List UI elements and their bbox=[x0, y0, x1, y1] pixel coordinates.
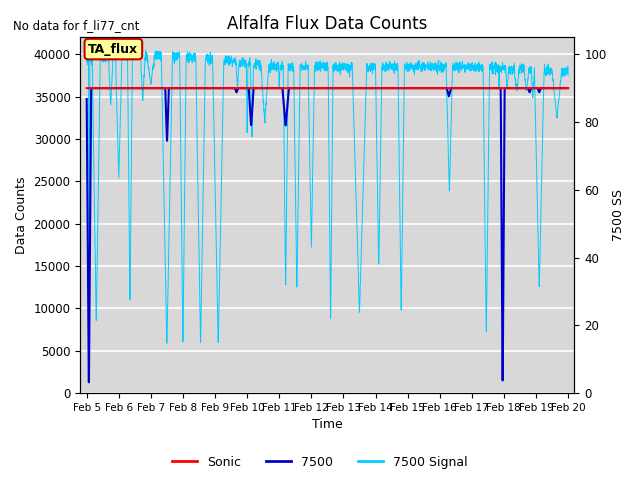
7500 Signal bbox=[555, 96, 563, 102]
Y-axis label: 7500 SS: 7500 SS bbox=[612, 189, 625, 241]
Sonic bbox=[268, 85, 275, 91]
X-axis label: Time: Time bbox=[312, 419, 343, 432]
7500 bbox=[564, 85, 572, 91]
Sonic bbox=[555, 85, 563, 91]
7500 Signal bbox=[564, 72, 572, 78]
7500 Signal bbox=[268, 62, 275, 68]
Sonic bbox=[138, 85, 145, 91]
7500 Signal bbox=[289, 65, 296, 71]
Line: 7500 Signal: 7500 Signal bbox=[86, 49, 568, 343]
Sonic bbox=[288, 85, 296, 91]
7500 bbox=[503, 85, 511, 91]
Sonic bbox=[83, 85, 90, 91]
Sonic bbox=[503, 85, 511, 91]
7500 bbox=[87, 85, 95, 91]
Legend: Sonic, 7500, 7500 Signal: Sonic, 7500, 7500 Signal bbox=[167, 451, 473, 474]
7500 bbox=[166, 85, 174, 91]
Y-axis label: Data Counts: Data Counts bbox=[15, 177, 28, 254]
7500 bbox=[85, 379, 93, 385]
Sonic bbox=[564, 85, 572, 91]
7500 bbox=[138, 85, 146, 91]
7500 Signal bbox=[83, 59, 90, 64]
7500 bbox=[555, 85, 563, 91]
7500 bbox=[83, 96, 90, 102]
7500 Signal bbox=[503, 84, 511, 90]
Line: 7500: 7500 bbox=[86, 88, 568, 382]
Title: Alfalfa Flux Data Counts: Alfalfa Flux Data Counts bbox=[227, 15, 428, 33]
Text: TA_flux: TA_flux bbox=[88, 43, 138, 56]
7500 Signal bbox=[138, 78, 145, 84]
Text: No data for f_li77_cnt: No data for f_li77_cnt bbox=[13, 19, 139, 32]
7500 Signal bbox=[166, 157, 174, 163]
7500 bbox=[289, 85, 296, 91]
7500 Signal bbox=[131, 47, 138, 52]
7500 bbox=[268, 85, 275, 91]
7500 Signal bbox=[163, 340, 171, 346]
Sonic bbox=[166, 85, 174, 91]
